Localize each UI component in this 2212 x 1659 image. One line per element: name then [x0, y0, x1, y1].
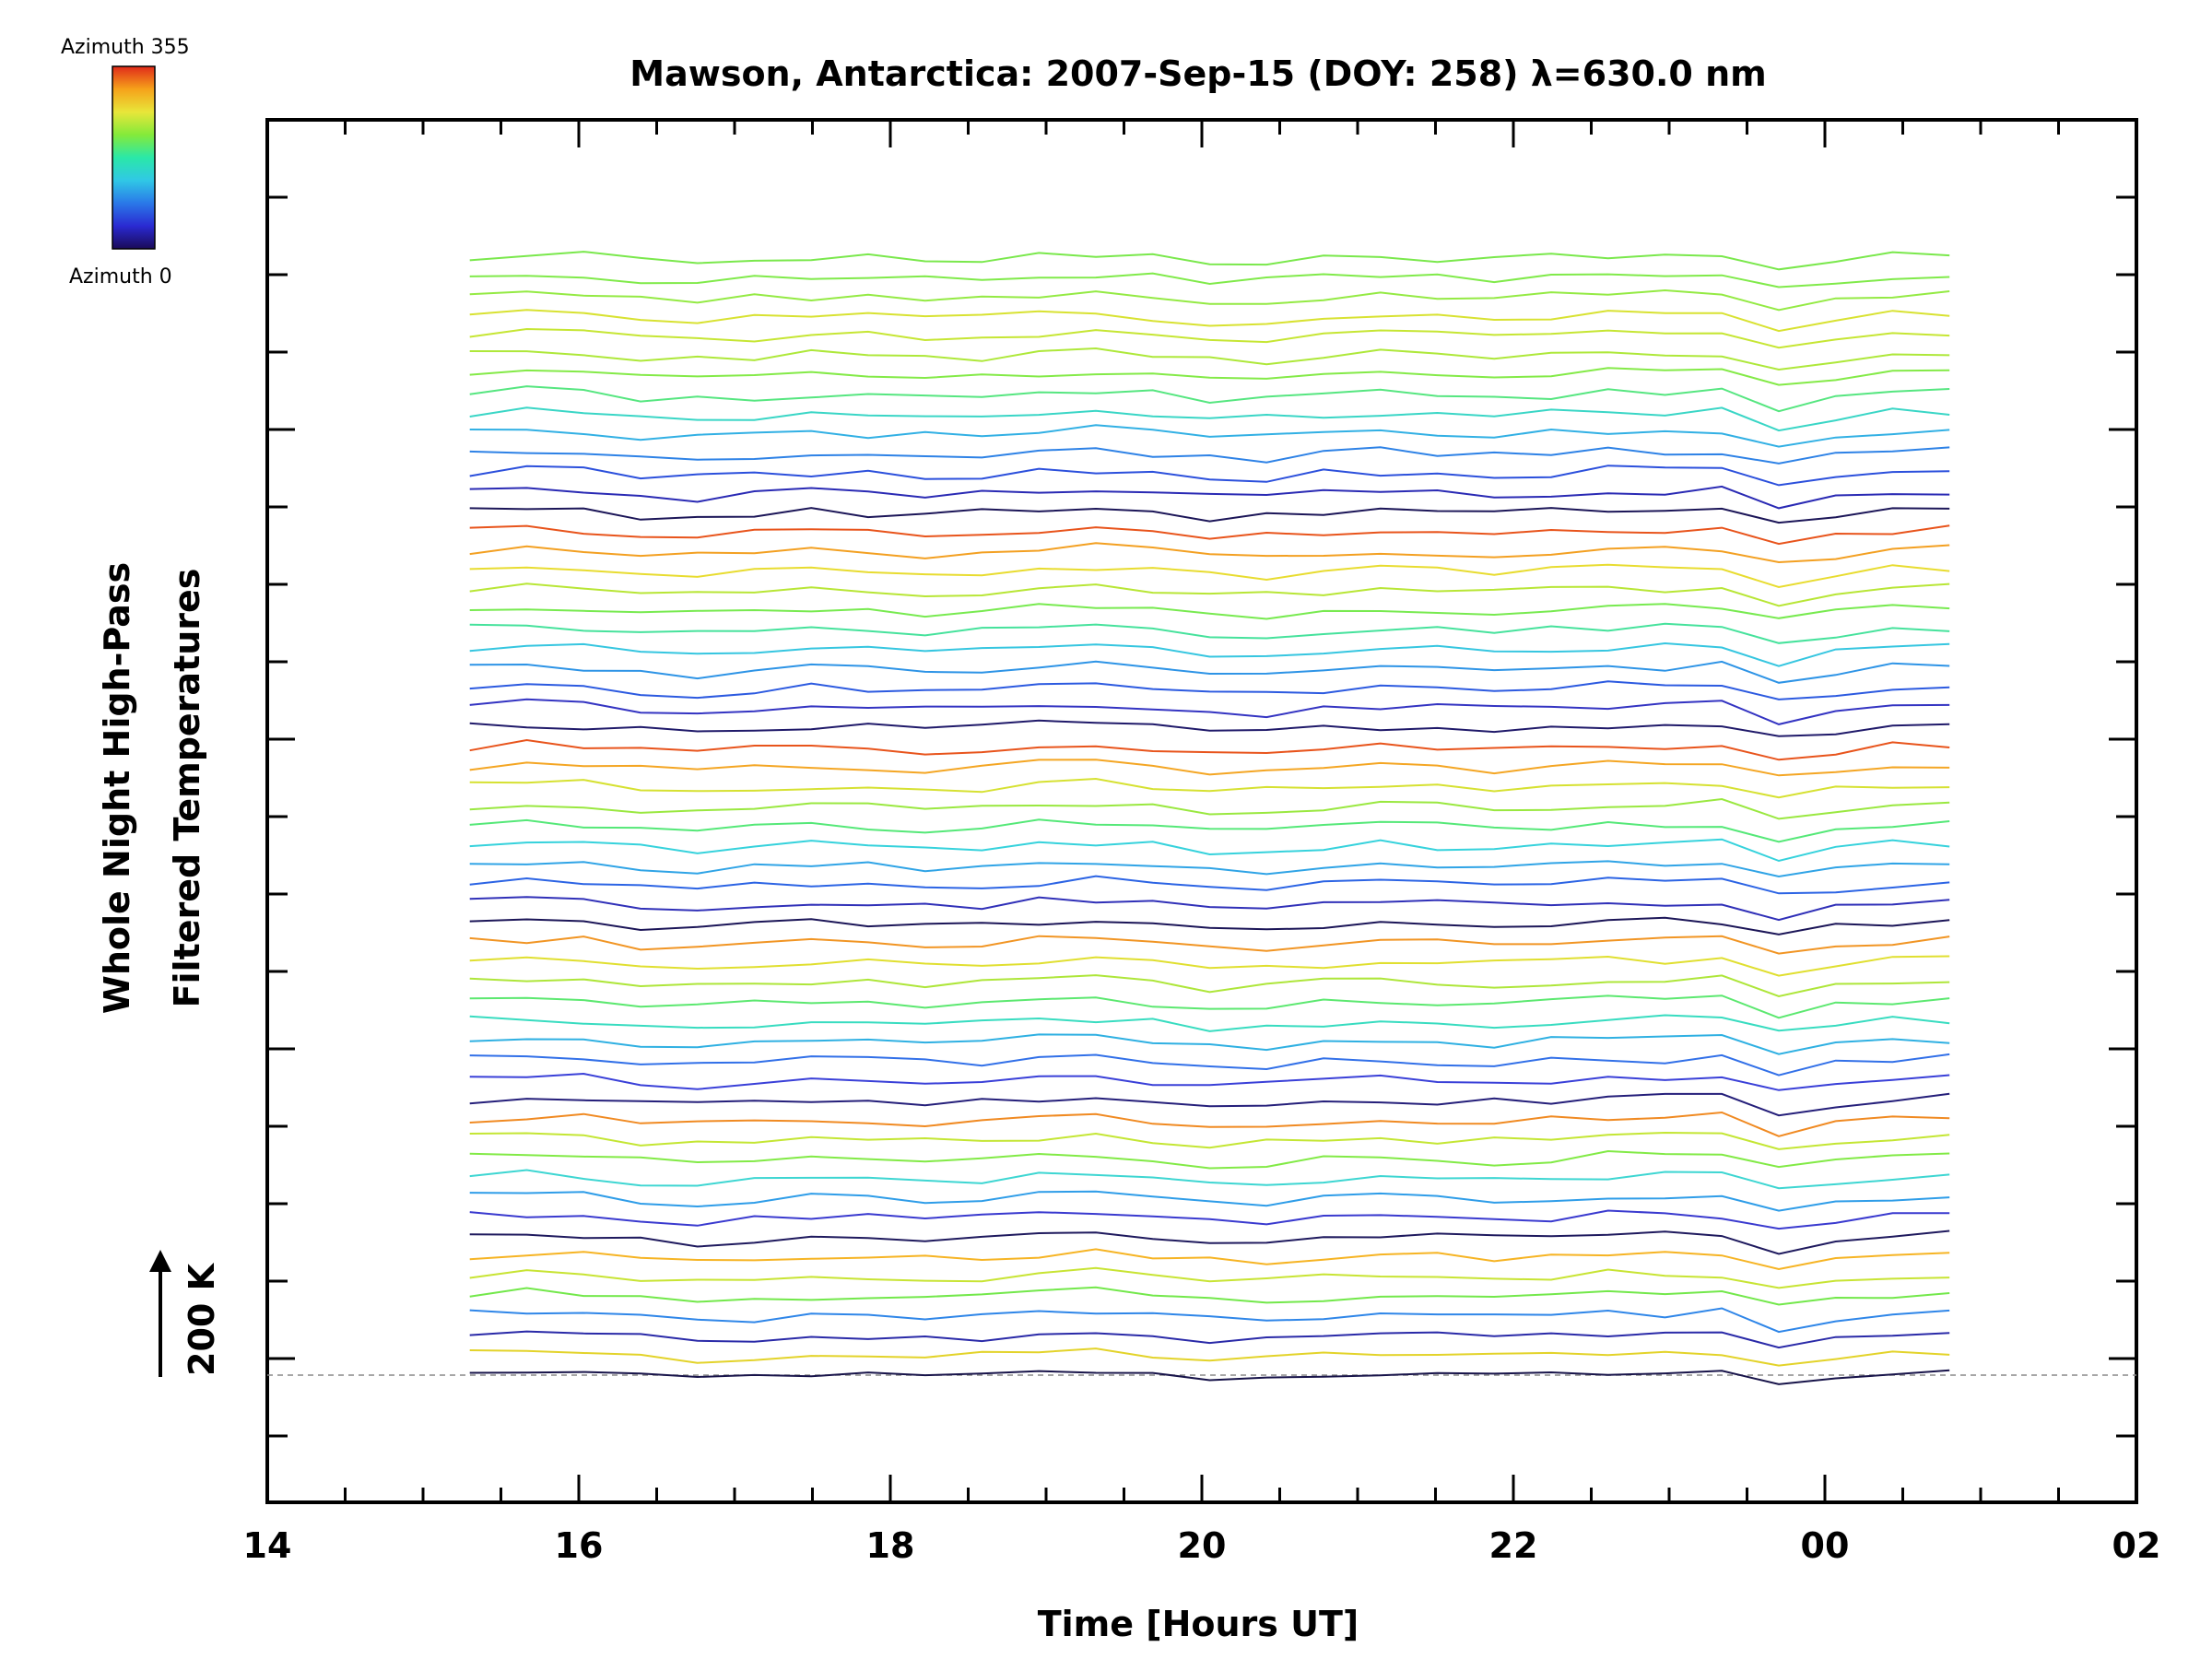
series-line	[469, 1266, 1950, 1289]
x-tick-label: 18	[866, 1525, 915, 1566]
series-line	[469, 485, 1950, 510]
series-line	[469, 347, 1950, 371]
series-line	[469, 896, 1950, 922]
series-line	[469, 309, 1950, 333]
series-line	[469, 406, 1950, 432]
series-line	[469, 875, 1950, 895]
series-line	[469, 1111, 1950, 1137]
series-line	[469, 1307, 1950, 1334]
x-tick-label: 00	[1801, 1525, 1850, 1566]
series-line	[469, 660, 1950, 684]
series-line	[469, 1149, 1950, 1170]
series-line	[469, 1092, 1950, 1117]
plot-frame	[265, 118, 2138, 1504]
series-line	[469, 1033, 1950, 1055]
series-line	[469, 1209, 1950, 1230]
series-line	[469, 582, 1950, 607]
x-axis-label: Time [Hours UT]	[1038, 1604, 1359, 1644]
series-line	[469, 916, 1950, 935]
series-line	[469, 507, 1950, 524]
series-line	[469, 622, 1950, 644]
series-line	[469, 1072, 1950, 1091]
series-line	[469, 759, 1950, 777]
x-tick-labels: 14 16 18 20 22 00 02	[243, 1525, 2161, 1566]
series-line	[469, 1131, 1950, 1150]
series-line	[469, 424, 1950, 448]
series-line	[469, 1230, 1950, 1255]
series-line	[469, 994, 1950, 1019]
series-line	[469, 680, 1950, 700]
series-line	[469, 818, 1950, 843]
series-line	[469, 1248, 1950, 1271]
series-line	[469, 251, 1950, 271]
y-axis-label-line1: Whole Night High-Pass	[97, 562, 137, 1014]
colorbar-bottom-label: Azimuth 0	[69, 265, 172, 288]
series-line	[469, 1286, 1950, 1306]
series-line	[469, 385, 1950, 413]
series-line	[469, 1190, 1950, 1212]
series-line	[469, 698, 1950, 725]
series-line	[469, 563, 1950, 589]
series-line	[469, 542, 1950, 564]
series-line	[469, 838, 1950, 863]
scale-arrow-head	[149, 1250, 171, 1272]
series-line	[469, 465, 1950, 487]
series-line	[469, 641, 1950, 667]
series-line	[469, 288, 1950, 312]
series-line	[469, 367, 1950, 386]
series-line	[469, 1369, 1950, 1385]
series-line	[469, 777, 1950, 799]
series-line	[469, 935, 1950, 955]
series-line	[469, 1330, 1950, 1349]
series-line	[469, 1347, 1950, 1367]
series-line	[469, 1169, 1950, 1190]
x-tick-label: 20	[1178, 1525, 1227, 1566]
colorbar-gradient	[112, 65, 156, 250]
series-line	[469, 327, 1950, 349]
series-line	[469, 797, 1950, 820]
series-line	[469, 955, 1950, 977]
series-line	[469, 974, 1950, 998]
x-tick-label: 02	[2112, 1525, 2161, 1566]
colorbar-top-label: Azimuth 355	[61, 36, 190, 59]
chart-title: Mawson, Antarctica: 2007-Sep-15 (DOY: 25…	[629, 53, 1766, 94]
series-line	[469, 603, 1950, 620]
series-line	[469, 446, 1950, 465]
axis-ticks	[265, 120, 2138, 1502]
series-line	[469, 719, 1950, 737]
x-tick-label: 16	[555, 1525, 604, 1566]
series-line	[469, 1014, 1950, 1032]
scale-indicator: 200 K	[149, 1250, 222, 1377]
x-tick-label: 14	[243, 1525, 292, 1566]
x-tick-label: 22	[1489, 1525, 1538, 1566]
scale-label: 200 K	[182, 1262, 222, 1376]
series-line	[469, 272, 1950, 288]
series-line	[469, 524, 1950, 546]
series-line	[469, 1053, 1950, 1077]
colorbar: Azimuth 355 Azimuth 0	[61, 36, 190, 288]
y-axis-label-line2: Filtered Temperatures	[167, 569, 207, 1008]
series-line	[469, 860, 1950, 878]
series-group	[469, 251, 1950, 1385]
series-line	[469, 738, 1950, 761]
